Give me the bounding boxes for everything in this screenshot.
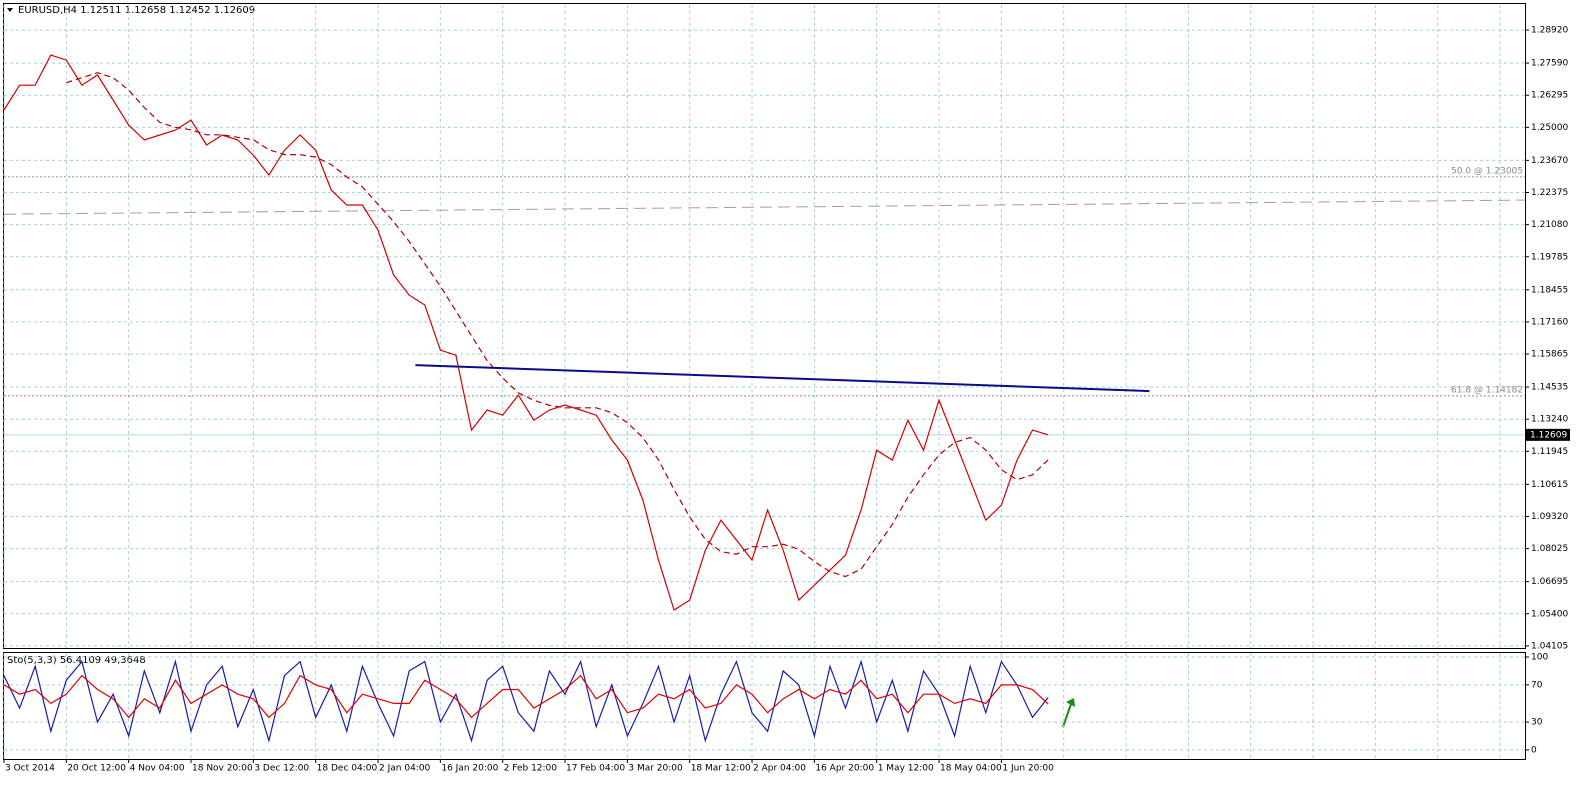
- long-line: [3, 199, 1526, 215]
- y-tick-label: 1.22375: [1531, 188, 1568, 198]
- series-line: [66, 72, 1049, 578]
- x-tick-label: 2 Jan 04:00: [379, 764, 431, 774]
- y-tick-label: 1.17160: [1531, 317, 1568, 327]
- x-tick-label: 2 Apr 04:00: [753, 764, 806, 774]
- x-tick-label: 20 Oct 12:00: [67, 764, 126, 774]
- x-tick-label: 18 Mar 12:00: [691, 764, 751, 774]
- series-line: [3, 659, 1049, 743]
- menu-arrow[interactable]: [7, 8, 13, 12]
- annotation-arrow-head: [1066, 698, 1075, 707]
- series-line: [3, 674, 1049, 719]
- x-tick-label: 3 Oct 2014: [5, 764, 55, 774]
- y-tick-label: 1.05400: [1531, 609, 1568, 619]
- x-tick-label: 4 Nov 04:00: [130, 764, 185, 774]
- y-tick-label: 1.27590: [1531, 59, 1568, 69]
- annotation-arrow: [1062, 703, 1072, 728]
- y-tick-label: 1.09320: [1531, 512, 1568, 522]
- y-tick-label: 70: [1531, 680, 1543, 690]
- x-tick-label: 16 Jan 20:00: [441, 764, 498, 774]
- y-tick-label: 1.14535: [1531, 383, 1568, 393]
- y-tick-label: 1.26295: [1531, 91, 1568, 101]
- fib-level-label: 61.8 @ 1.14182: [1451, 385, 1523, 395]
- current-price-box: [1526, 428, 1570, 441]
- series-line: [3, 54, 1049, 611]
- y-tick-label: 1.23670: [1531, 156, 1568, 166]
- x-tick-label: 18 Dec 04:00: [317, 764, 378, 774]
- y-tick-label: 100: [1531, 652, 1548, 662]
- x-tick-label: 1 May 12:00: [878, 764, 934, 774]
- fib-level-label: 50.0 @ 1.23005: [1451, 166, 1523, 176]
- y-tick-label: 1.13240: [1531, 415, 1568, 425]
- x-tick-label: 2 Feb 12:00: [504, 764, 558, 774]
- y-tick-label: 1.18455: [1531, 285, 1568, 295]
- y-tick-label: 1.06695: [1531, 577, 1568, 587]
- x-tick-label: 18 May 04:00: [940, 764, 1002, 774]
- chart-title: EURUSD,H4 1.12511 1.12658 1.12452 1.1260…: [18, 5, 255, 16]
- current-price-label: 1.12609: [1530, 430, 1567, 440]
- x-tick-label: 3 Dec 12:00: [254, 764, 309, 774]
- osc-title: Sto(5,3,3) 56.4109 49,3648: [7, 655, 146, 666]
- y-tick-label: 1.08025: [1531, 544, 1568, 554]
- y-tick-label: 1.21080: [1531, 220, 1568, 230]
- y-tick-label: 0: [1531, 745, 1537, 755]
- y-tick-label: 1.25000: [1531, 123, 1568, 133]
- trendline: [415, 364, 1150, 393]
- x-tick-label: 17 Feb 04:00: [566, 764, 625, 774]
- y-tick-label: 1.04105: [1531, 641, 1568, 651]
- y-tick-label: 1.19785: [1531, 252, 1568, 262]
- y-tick-label: 1.15865: [1531, 350, 1568, 360]
- y-tick-label: 1.10615: [1531, 480, 1568, 490]
- x-tick-label: 1 Jun 20:00: [1002, 764, 1054, 774]
- osc-frame: [3, 652, 1526, 760]
- y-tick-label: 1.28920: [1531, 26, 1568, 36]
- x-tick-label: 18 Nov 20:00: [192, 764, 253, 774]
- y-tick-label: 1.11945: [1531, 447, 1568, 457]
- y-tick-label: 30: [1531, 718, 1543, 728]
- x-tick-label: 16 Apr 20:00: [815, 764, 874, 774]
- x-tick-label: 3 Mar 20:00: [628, 764, 683, 774]
